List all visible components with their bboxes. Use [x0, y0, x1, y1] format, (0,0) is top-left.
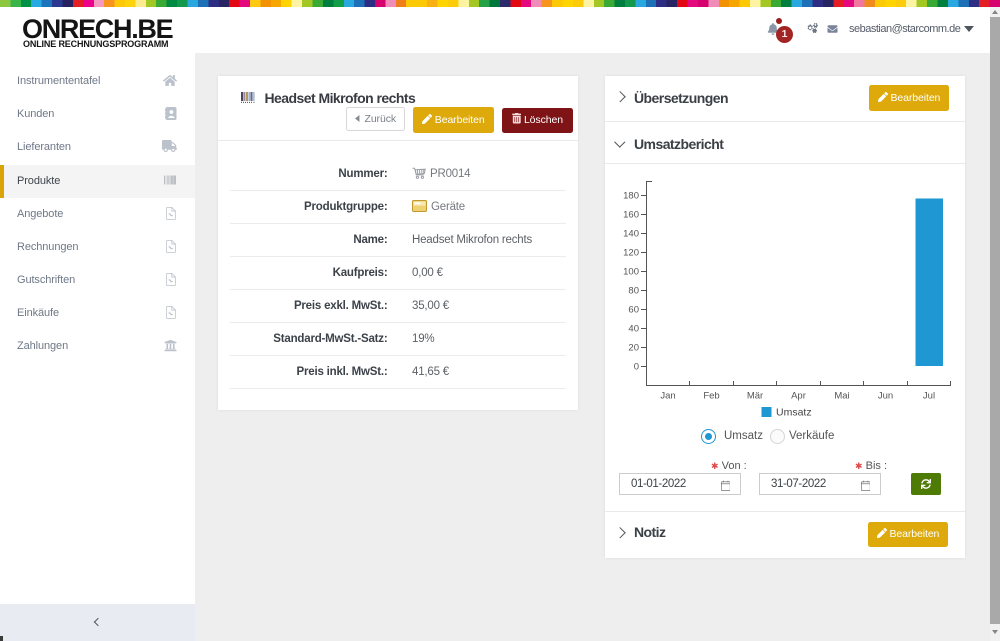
svg-text:140: 140: [623, 229, 639, 240]
svg-text:80: 80: [628, 286, 639, 297]
svg-text:60: 60: [628, 305, 639, 316]
svg-text:120: 120: [623, 248, 639, 259]
svg-text:Mär: Mär: [747, 391, 763, 402]
svg-text:160: 160: [623, 210, 639, 221]
svg-text:180: 180: [623, 191, 639, 202]
svg-text:Jan: Jan: [660, 391, 675, 402]
svg-text:100: 100: [623, 267, 639, 278]
svg-text:Mai: Mai: [834, 391, 849, 402]
svg-text:Jun: Jun: [878, 391, 893, 402]
svg-text:Jul: Jul: [923, 391, 935, 402]
svg-text:Feb: Feb: [703, 391, 719, 402]
svg-text:20: 20: [628, 343, 639, 354]
svg-text:0: 0: [634, 362, 639, 373]
svg-text:Umsatz: Umsatz: [776, 407, 812, 419]
svg-text:40: 40: [628, 324, 639, 335]
svg-text:Apr: Apr: [791, 391, 806, 402]
